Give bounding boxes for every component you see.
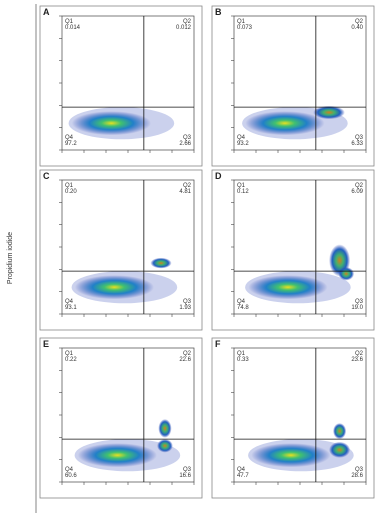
quadrant-value: 0.40 xyxy=(351,25,363,31)
panel-frame xyxy=(211,5,375,167)
quadrant-name: Q2 xyxy=(355,183,364,189)
quadrant-value: 1.93 xyxy=(179,305,191,311)
quadrant-name: Q4 xyxy=(237,467,246,473)
panel-letter: A xyxy=(43,7,50,17)
quadrant-name: Q3 xyxy=(355,467,364,473)
quadrant-value: 0.22 xyxy=(65,357,77,363)
quadrant-name: Q4 xyxy=(237,299,246,305)
quadrant-value: 6.09 xyxy=(351,189,363,195)
quadrant-name: Q1 xyxy=(65,183,74,189)
quadrant-name: Q4 xyxy=(65,299,74,305)
population xyxy=(251,443,331,468)
quadrant-name: Q4 xyxy=(237,135,246,141)
panel-letter: C xyxy=(43,171,50,181)
population xyxy=(329,441,351,458)
panel-frame xyxy=(39,337,203,499)
panel-letter: E xyxy=(43,339,49,349)
quadrant-name: Q2 xyxy=(183,351,192,357)
quadrant-name: Q1 xyxy=(65,351,74,357)
quadrant-value: 23.6 xyxy=(351,357,363,363)
population xyxy=(158,419,172,438)
quadrant-value: 28.6 xyxy=(351,473,363,479)
panel-letter: B xyxy=(215,7,222,17)
quadrant-value: 93.1 xyxy=(65,305,77,311)
population xyxy=(74,275,154,300)
panel-letter: D xyxy=(215,171,222,181)
quadrant-name: Q2 xyxy=(183,19,192,25)
quadrant-value: 93.2 xyxy=(237,141,249,147)
quadrant-name: Q2 xyxy=(355,19,364,25)
quadrant-value: 0.073 xyxy=(237,25,253,31)
population xyxy=(150,257,172,269)
population xyxy=(157,439,173,453)
panel-frame xyxy=(211,169,375,331)
quadrant-value: 0.33 xyxy=(237,357,249,363)
quadrant-value: 6.33 xyxy=(351,141,363,147)
quadrant-name: Q3 xyxy=(183,467,192,473)
quadrant-name: Q4 xyxy=(65,467,74,473)
quadrant-name: Q1 xyxy=(237,19,246,25)
panel-frame xyxy=(39,5,203,167)
quadrant-name: Q2 xyxy=(183,183,192,189)
population xyxy=(77,443,157,468)
quadrant-value: 19.0 xyxy=(351,305,363,311)
quadrant-name: Q1 xyxy=(65,19,74,25)
quadrant-value: 97.2 xyxy=(65,141,77,147)
quadrant-name: Q2 xyxy=(355,351,364,357)
quadrant-value: 22.6 xyxy=(179,357,191,363)
population xyxy=(333,423,347,440)
quadrant-name: Q3 xyxy=(183,135,192,141)
quadrant-name: Q3 xyxy=(355,299,364,305)
quadrant-value: 60.6 xyxy=(65,473,77,479)
quadrant-name: Q4 xyxy=(65,135,74,141)
quadrant-value: 0.014 xyxy=(65,25,81,31)
quadrant-value: 47.7 xyxy=(237,473,249,479)
quadrant-value: 16.6 xyxy=(179,473,191,479)
quadrant-name: Q1 xyxy=(237,351,246,357)
y-axis-label: Propidium iodide xyxy=(7,232,14,284)
population xyxy=(245,111,325,136)
quadrant-value: 0.012 xyxy=(176,25,192,31)
population xyxy=(338,267,355,281)
quadrant-value: 4.81 xyxy=(179,189,191,195)
quadrant-value: 2.66 xyxy=(179,141,191,147)
quadrant-name: Q3 xyxy=(183,299,192,305)
panel-letter: F xyxy=(215,339,221,349)
quadrant-value: 0.12 xyxy=(237,189,249,195)
population xyxy=(313,105,345,120)
quadrant-value: 0.20 xyxy=(65,189,77,195)
quadrant-name: Q3 xyxy=(355,135,364,141)
population xyxy=(71,111,151,136)
quadrant-value: 74.8 xyxy=(237,305,249,311)
quadrant-name: Q1 xyxy=(237,183,246,189)
panel-frame xyxy=(211,337,375,499)
population xyxy=(248,275,328,300)
panel-frame xyxy=(39,169,203,331)
